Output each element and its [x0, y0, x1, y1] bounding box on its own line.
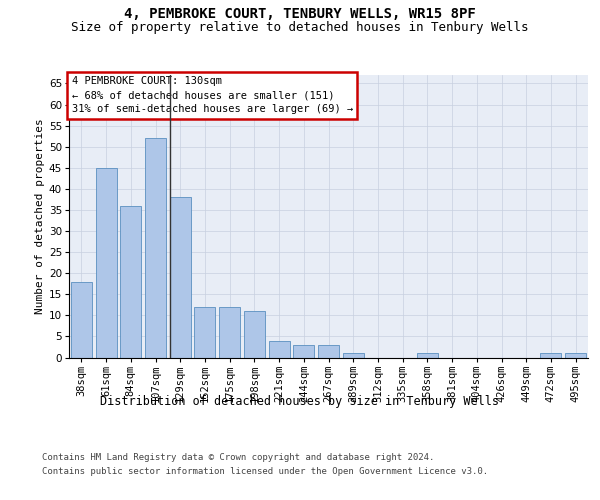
- Bar: [194, 307, 215, 358]
- Text: Distribution of detached houses by size in Tenbury Wells: Distribution of detached houses by size …: [101, 395, 499, 408]
- Text: 4 PEMBROKE COURT: 130sqm
← 68% of detached houses are smaller (151)
31% of semi-: 4 PEMBROKE COURT: 130sqm ← 68% of detach…: [71, 76, 353, 114]
- Bar: [219, 307, 240, 358]
- Text: 4, PEMBROKE COURT, TENBURY WELLS, WR15 8PF: 4, PEMBROKE COURT, TENBURY WELLS, WR15 8…: [124, 8, 476, 22]
- Bar: [417, 354, 438, 358]
- Text: Contains HM Land Registry data © Crown copyright and database right 2024.: Contains HM Land Registry data © Crown c…: [42, 452, 434, 462]
- Bar: [71, 282, 92, 358]
- Bar: [170, 198, 191, 358]
- Bar: [269, 340, 290, 357]
- Bar: [244, 311, 265, 358]
- Bar: [565, 354, 586, 358]
- Bar: [145, 138, 166, 358]
- Text: Contains public sector information licensed under the Open Government Licence v3: Contains public sector information licen…: [42, 466, 488, 475]
- Text: Size of property relative to detached houses in Tenbury Wells: Size of property relative to detached ho…: [71, 21, 529, 34]
- Bar: [95, 168, 116, 358]
- Bar: [293, 345, 314, 358]
- Bar: [318, 345, 339, 358]
- Bar: [541, 354, 562, 358]
- Bar: [120, 206, 141, 358]
- Y-axis label: Number of detached properties: Number of detached properties: [35, 118, 44, 314]
- Bar: [343, 354, 364, 358]
